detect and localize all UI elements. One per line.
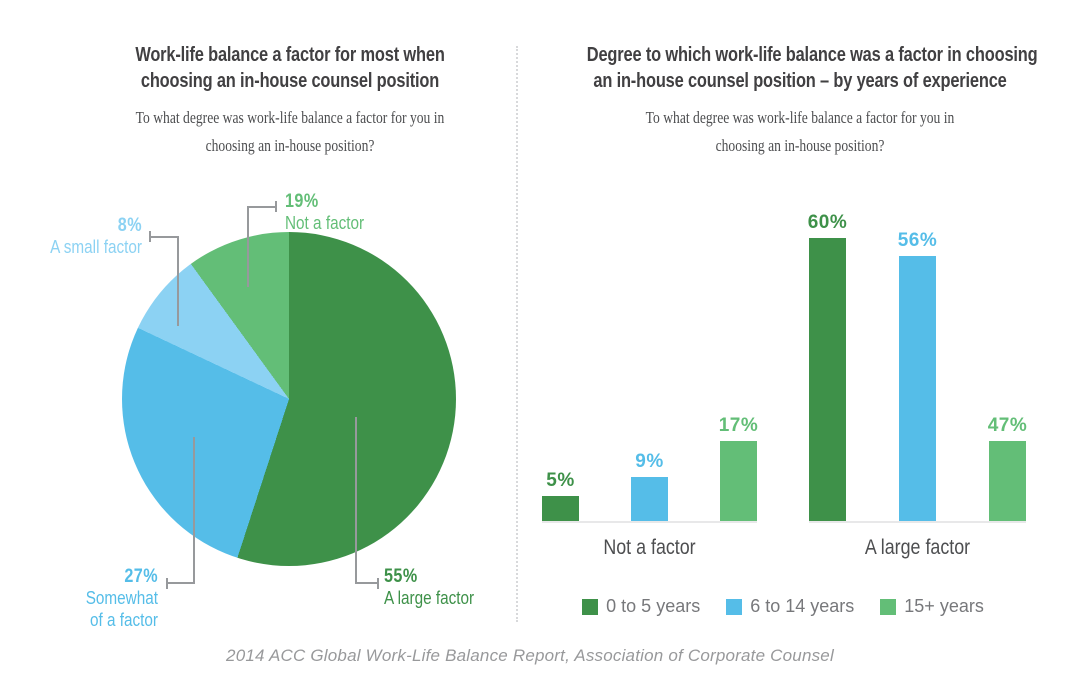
bar-value-label: 56% — [897, 230, 938, 251]
legend-label: 15+ years — [904, 596, 984, 616]
bar-not-a-factor-0-to-5-years: 5% — [542, 470, 579, 521]
pie-subtitle-line2: choosing an in-house position? — [205, 136, 375, 156]
leader-tick-somewhat — [166, 578, 168, 589]
pie-value-a-small-factor: 8% — [117, 215, 142, 236]
bar-value-label: 60% — [807, 212, 848, 233]
bar-a-large-factor-0-to-5-years: 60% — [808, 212, 847, 521]
bar-title-line1: Degree to which work-life balance was a … — [586, 44, 1038, 66]
leader-line-large-h — [355, 582, 379, 584]
pie-value-not-a-factor: 19% — [285, 191, 319, 212]
pie-label-text: of a factor — [89, 610, 158, 631]
bar-subtitle-line1: To what degree was work-life balance a f… — [645, 108, 955, 127]
pie-label-text: Not a factor — [285, 213, 365, 234]
leader-line-small-h — [149, 236, 179, 238]
bar-title-line2: an in-house counsel position – by years … — [593, 70, 1007, 93]
leader-line-small-v — [177, 236, 179, 326]
leader-line-not-h — [247, 206, 277, 208]
bar-not-a-factor-15-plus-years: 17% — [719, 415, 758, 521]
bar-group-not-a-factor: 5% 9% 17% — [542, 233, 758, 523]
pie-chart — [122, 232, 456, 566]
bar-not-a-factor-6-to-14-years: 9% — [631, 451, 668, 521]
pie-value-a-large-factor: 55% — [384, 566, 418, 587]
pie-label-somewhat-of-a-factor: 27% Somewhat of a factor — [49, 565, 158, 632]
leader-line-not-v — [247, 206, 249, 287]
pie-title-line2: choosing an in-house counsel position — [140, 70, 440, 93]
bar-panel-subtitle: To what degree was work-life balance a f… — [592, 104, 1008, 160]
bar-panel-title: Degree to which work-life balance was a … — [586, 42, 1038, 95]
legend-label: 0 to 5 years — [606, 596, 701, 616]
legend-swatch-medium-green — [880, 598, 897, 615]
category-label-not-a-factor: Not a factor — [603, 536, 696, 559]
leader-tick-large — [377, 578, 379, 589]
pie-value-somewhat: 27% — [124, 566, 158, 587]
pie-label-text: A large factor — [384, 588, 475, 609]
pie-label-not-a-factor: 19% Not a factor — [285, 190, 413, 235]
leader-line-large-v — [355, 417, 357, 584]
bar-value-label: 47% — [987, 415, 1028, 436]
panel-divider — [516, 46, 518, 622]
pie-label-text: Somewhat — [85, 588, 158, 609]
leader-line-somewhat-h — [167, 582, 195, 584]
legend: 0 to 5 years 6 to 14 years 15+ years — [540, 596, 1026, 617]
leader-tick-not — [275, 201, 277, 212]
bar-a-large-factor-15-plus-years: 47% — [988, 415, 1027, 521]
pie-subtitle-line1: To what degree was work-life balance a f… — [135, 108, 445, 127]
pie-label-text: A small factor — [50, 237, 142, 258]
leader-line-somewhat-v — [193, 437, 195, 584]
pie-title-line1: Work-life balance a factor for most when — [135, 44, 445, 66]
legend-swatch-dark-green — [582, 598, 599, 615]
legend-swatch-blue — [726, 598, 743, 615]
pie-label-a-large-factor: 55% A large factor — [384, 565, 520, 610]
pie-panel-title: Work-life balance a factor for most when… — [101, 42, 478, 95]
bar-a-large-factor-6-to-14-years: 56% — [898, 230, 937, 521]
bar-value-label: 9% — [635, 451, 664, 472]
legend-item-6-to-14-years: 6 to 14 years — [726, 596, 854, 617]
legend-label: 6 to 14 years — [750, 596, 855, 616]
legend-item-0-to-5-years: 0 to 5 years — [582, 596, 700, 617]
bar-group-a-large-factor: 60% 56% 47% — [808, 212, 1027, 523]
bar-value-label: 17% — [718, 415, 759, 436]
source-footer: 2014 ACC Global Work-Life Balance Report… — [226, 646, 834, 665]
legend-item-15-plus-years: 15+ years — [880, 596, 984, 617]
bar-value-label: 5% — [546, 470, 575, 491]
pie-panel-subtitle: To what degree was work-life balance a f… — [106, 104, 474, 160]
bar-subtitle-line2: choosing an in-house position? — [715, 136, 885, 156]
category-label-a-large-factor: A large factor — [864, 536, 971, 559]
pie-label-a-small-factor: 8% A small factor — [30, 214, 142, 259]
